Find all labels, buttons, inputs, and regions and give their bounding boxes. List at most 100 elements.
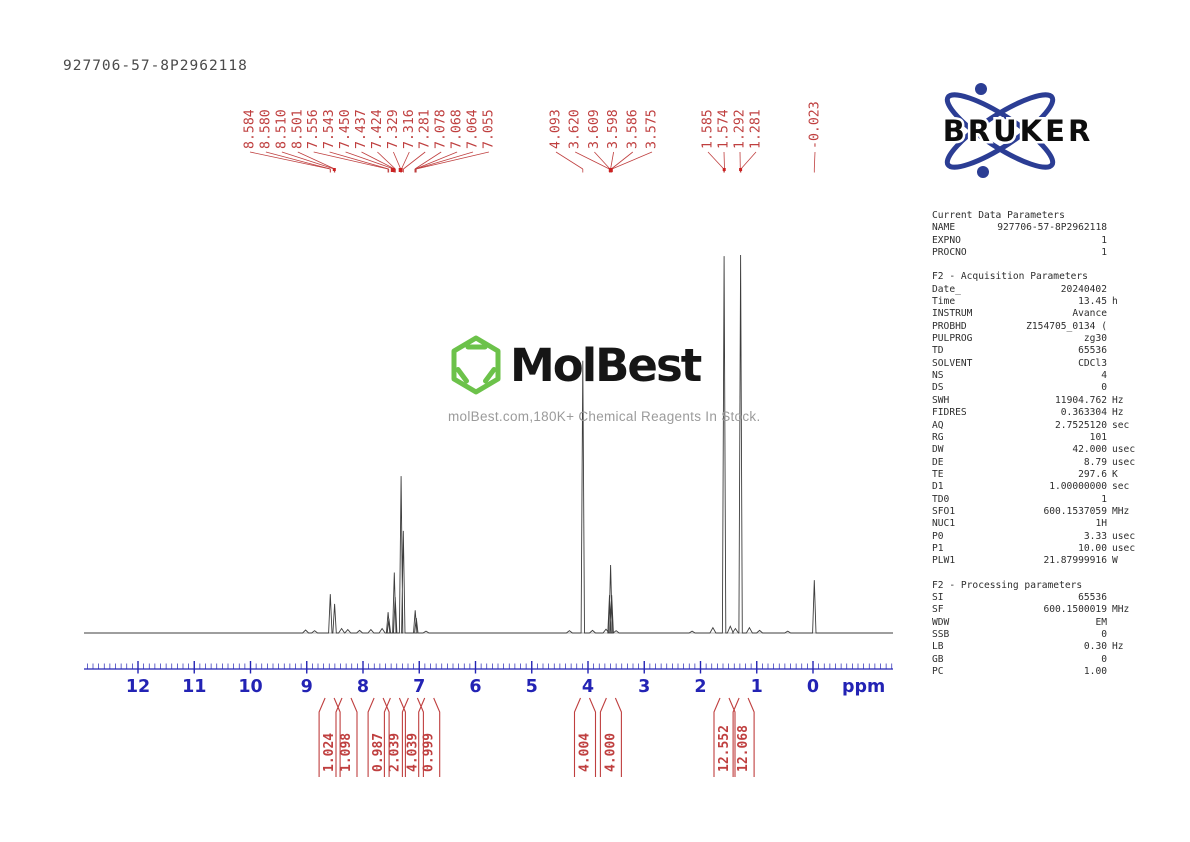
param-name: SFO1 [932, 505, 956, 517]
param-unit [1107, 666, 1150, 678]
param-name: P0 [932, 530, 944, 542]
param-value: 1 [1101, 493, 1107, 505]
param-name: Time [932, 296, 956, 308]
peak-label-connector [610, 151, 614, 170]
param-value: 13.45 [1078, 296, 1107, 308]
param-name: SF [932, 604, 944, 616]
peak-shift-label: 7.556 [306, 109, 321, 149]
peak-label-connector [361, 151, 395, 170]
param-row: NS 4 [932, 370, 1150, 382]
peak-shift-label: 1.281 [749, 109, 764, 149]
param-unit [1107, 432, 1150, 444]
integral-value-label: 2.039 [387, 733, 402, 772]
param-row: PROCNO 1 [932, 247, 1150, 259]
param-name: WDW [932, 616, 950, 628]
param-row: FIDRES 0.363304 Hz [932, 407, 1150, 419]
peak-shift-label: 7.450 [338, 109, 353, 149]
param-row: TD0 1 [932, 494, 1150, 506]
integral-bracket-left [367, 697, 375, 777]
param-value: 1H [1095, 518, 1107, 530]
watermark-brand-text: MolBest [510, 338, 702, 392]
param-value: 0 [1101, 382, 1107, 394]
param-row: DS 0 [932, 382, 1150, 394]
bruker-logo: BRUKER [940, 83, 1093, 178]
integral-value-label: 0.999 [422, 733, 437, 772]
param-unit [1107, 494, 1150, 506]
peak-shift-label: 7.543 [322, 109, 337, 149]
integral-value-label: 1.024 [322, 733, 337, 772]
x-axis-unit-label: ppm [842, 677, 885, 697]
watermark-brand-row: MolBest [446, 334, 766, 396]
watermark: MolBest molBest.com,180K+ Chemical Reage… [446, 334, 766, 424]
param-unit [1107, 235, 1150, 247]
integral-value-label: 1.098 [339, 733, 354, 772]
peak-shift-label: 3.609 [587, 109, 602, 149]
param-value: 0.30 [1083, 641, 1107, 653]
peak-label-connector [707, 151, 725, 170]
param-value: 65536 [1078, 345, 1107, 357]
integral-value-label: 4.004 [578, 733, 593, 772]
peak-convergence-mark [398, 168, 403, 172]
integral-bracket-left [599, 697, 607, 777]
param-value: 20240402 [1060, 283, 1107, 295]
param-value: 0 [1101, 653, 1107, 665]
integral-value-label: 12.552 [717, 725, 732, 772]
param-section-header: F2 - Processing parameters [932, 579, 1083, 591]
peak-label-connector [265, 151, 331, 170]
x-axis-tick-label: 1 [751, 677, 763, 697]
integral-bracket-right [382, 697, 390, 777]
peak-label-connector [377, 151, 396, 170]
integral-bracket-left [401, 697, 409, 777]
peak-label-connector [393, 151, 402, 170]
peak-shift-label: 3.586 [625, 109, 640, 149]
integral-bracket-right [728, 697, 736, 777]
peak-shift-label: 7.316 [402, 109, 417, 149]
param-unit: Hz [1112, 394, 1124, 406]
param-value: 0.363304 [1060, 407, 1107, 419]
peak-label-connector [594, 151, 611, 170]
peak-shift-label: 1.585 [701, 109, 716, 149]
param-row: INSTRUM Avance [932, 308, 1150, 320]
param-row: TD 65536 [932, 345, 1150, 357]
param-row: SF 600.1500019 MHz [932, 604, 1150, 616]
param-row: D1 1.00000000 sec [932, 481, 1150, 493]
integral-value-label: 4.039 [405, 733, 420, 772]
param-name: FIDRES [932, 407, 967, 419]
param-section-header: Current Data Parameters [932, 210, 1065, 221]
param-row: P1 10.00 usec [932, 543, 1150, 555]
peak-shift-label: 7.424 [370, 109, 385, 149]
integral-bracket-left [335, 697, 343, 777]
param-unit [1107, 382, 1150, 394]
integral-bracket-left [418, 697, 426, 777]
param-name: NS [932, 370, 944, 382]
param-row: NAME 927706-57-8P2962118 [932, 222, 1150, 234]
integral-bracket-right [398, 697, 406, 777]
param-value: 65536 [1078, 591, 1107, 603]
param-value: 600.1537059 [1043, 505, 1107, 517]
param-name: SI [932, 591, 944, 603]
param-unit [1107, 617, 1150, 629]
param-value: 11904.762 [1055, 394, 1107, 406]
x-axis-tick-label: 10 [238, 677, 262, 697]
param-unit: Hz [1112, 407, 1124, 419]
param-section: F2 - Processing parameters SI 65536 SF 600.1… [932, 580, 1150, 679]
param-row: PULPROG zg30 [932, 333, 1150, 345]
param-section-header: F2 - Acquisition Parameters [932, 271, 1088, 283]
benzene-hexagon-icon [451, 335, 501, 395]
param-row: Time 13.45 h [932, 296, 1150, 308]
param-value: CDCl3 [1078, 357, 1107, 369]
peak-label-connector [415, 151, 474, 170]
param-unit: sec [1112, 481, 1130, 493]
param-row: TE 297.6 K [932, 469, 1150, 481]
peak-shift-label: 7.068 [450, 109, 465, 149]
param-unit: usec [1112, 456, 1136, 468]
param-name: D1 [932, 481, 944, 493]
x-axis-tick-label: 8 [357, 677, 369, 697]
param-unit: K [1112, 468, 1118, 480]
param-name: LB [932, 641, 944, 653]
peak-shift-label: 8.501 [290, 109, 305, 149]
param-unit: h [1112, 296, 1118, 308]
x-axis-tick-label: 3 [638, 677, 650, 697]
